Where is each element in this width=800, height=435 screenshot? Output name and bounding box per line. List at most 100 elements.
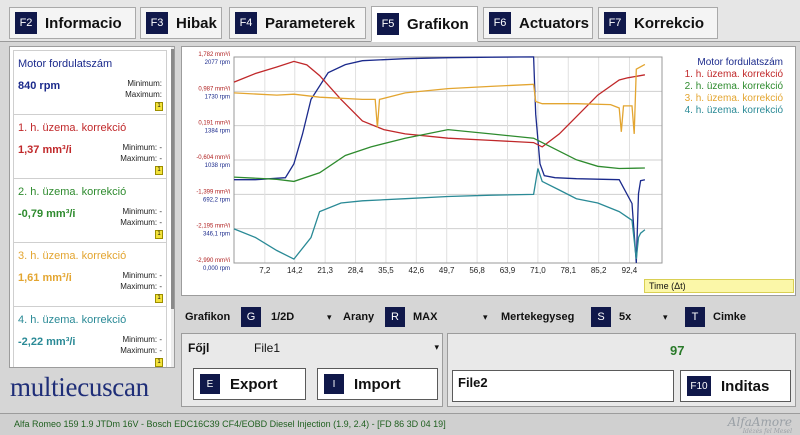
file2-input[interactable]: File2 <box>452 370 674 402</box>
legend-entry: 4. h. üzema. korrekció <box>684 105 783 116</box>
plot-area <box>233 56 663 264</box>
x-tick-label: 49,7 <box>439 266 455 275</box>
sensor-badge: 1 <box>155 358 163 367</box>
x-tick-label: 56,8 <box>469 266 485 275</box>
sensor-value: -2,22 mm³/i <box>18 336 76 348</box>
tab-label: Korrekcio <box>634 14 705 32</box>
sensor-list-scrollbar[interactable] <box>171 47 174 367</box>
sensor-name: 3. h. üzema. korrekció <box>18 250 127 262</box>
sensor-maximum: Maximum: <box>125 90 162 99</box>
series-line-4 <box>233 63 646 134</box>
y-tick-label-rpm: 346,1 rpm <box>203 232 230 238</box>
arany-dropdown-icon[interactable]: ▾ <box>483 312 488 322</box>
scrollbar-thumb[interactable] <box>171 49 174 309</box>
tab-grafikon[interactable]: F5 Grafikon <box>371 6 478 42</box>
grafikon-dropdown-icon[interactable]: ▾ <box>327 312 332 322</box>
mertekegyseg-dropdown-icon[interactable]: ▾ <box>663 312 668 322</box>
graph-controls: Grafikon G 1/2D ▾ Arany R MAX ▾ Mertekeg… <box>181 304 796 332</box>
sensor-value: 1,61 mm³/i <box>18 272 72 284</box>
grafikon-value[interactable]: 1/2D <box>271 311 295 323</box>
x-tick-label: 28,4 <box>348 266 364 275</box>
mertekegyseg-value[interactable]: 5x <box>619 311 632 323</box>
legend-entry: 2. h. üzema. korrekció <box>684 81 783 92</box>
inditas-button[interactable]: F10 Inditas <box>680 370 791 402</box>
tab-label: Parameterek <box>265 14 356 32</box>
sensor-value: 840 rpm <box>18 80 61 92</box>
tab-key: F5 <box>377 13 399 35</box>
watermark: AlfaAmore Idézés fel Mesel <box>728 416 792 435</box>
tab-key: F3 <box>146 12 168 34</box>
legend-entry: 3. h. üzema. korrekció <box>684 93 783 104</box>
tab-informacio[interactable]: F2 Informacio <box>9 7 136 39</box>
x-tick-label: 14,2 <box>287 266 303 275</box>
mertekegyseg-label: Mertekegyseg <box>501 311 575 323</box>
watermark-subtext: Idézés fel Mesel <box>742 428 792 435</box>
export-key: E <box>200 374 220 394</box>
inditas-key: F10 <box>687 376 711 396</box>
y-tick-label-rpm: 0,000 rpm <box>203 266 230 272</box>
x-tick-label: 71,0 <box>530 266 546 275</box>
y-tick-label-correction: 1,782 mm³/i <box>198 52 230 58</box>
inditas-label: Inditas <box>721 377 770 395</box>
sensor-card[interactable]: 2. h. üzema. korrekció -0,79 mm³/i Minim… <box>13 178 167 246</box>
x-tick-label: 78,1 <box>560 266 576 275</box>
y-tick-label-rpm: 1730 rpm <box>205 94 230 100</box>
x-tick-label: 35,5 <box>378 266 394 275</box>
sensor-value: -0,79 mm³/i <box>18 208 76 220</box>
tab-key: F7 <box>604 12 626 34</box>
sensor-card[interactable]: Motor fordulatszám 840 rpm Minimum: Maxi… <box>13 50 167 118</box>
series-line-1 <box>234 56 646 264</box>
file-dropdown-icon[interactable]: ▾ <box>434 342 439 352</box>
sensor-card[interactable]: 3. h. üzema. korrekció 1,61 mm³/i Minimu… <box>13 242 167 310</box>
x-tick-label: 92,4 <box>622 266 638 275</box>
y-tick-label-rpm: 692,2 rpm <box>203 197 230 203</box>
sensor-badge: 1 <box>155 166 163 175</box>
x-axis-label: Time (Δt) <box>644 279 794 293</box>
import-button[interactable]: I Import <box>317 368 438 400</box>
tab-hibak[interactable]: F3 Hibak <box>140 7 222 39</box>
x-tick-label: 21,3 <box>317 266 333 275</box>
mertekegyseg-key[interactable]: S <box>591 307 611 327</box>
arany-value[interactable]: MAX <box>413 311 438 323</box>
import-label: Import <box>354 375 401 393</box>
cimke-label[interactable]: Cimke <box>713 311 747 323</box>
sensor-maximum: Maximum: - <box>120 154 162 163</box>
y-tick-label-correction: -2,990 mm³/i <box>196 258 230 264</box>
cimke-key[interactable]: T <box>685 307 705 327</box>
x-tick-label: 7,2 <box>259 266 271 275</box>
tab-korrekcio[interactable]: F7 Korrekcio <box>598 7 718 39</box>
y-tick-label-rpm: 1038 rpm <box>205 163 230 169</box>
export-label: Export <box>230 375 278 393</box>
y-tick-label-correction: -1,399 mm³/i <box>196 189 230 195</box>
sensor-badge: 1 <box>155 230 163 239</box>
sensor-maximum: Maximum: - <box>120 346 162 355</box>
y-tick-label-rpm: 1384 rpm <box>205 129 230 135</box>
graph-panel: 1,782 mm³/i 2077 rpm 0,987 mm³/i 1730 rpm 0,… <box>181 46 796 296</box>
y-tick-label-correction: -0,604 mm³/i <box>196 155 230 161</box>
sensor-name: 1. h. üzema. korrekció <box>18 122 127 134</box>
app-logo: multiecuscan <box>10 372 149 402</box>
file-label: Főjl <box>188 341 210 355</box>
sensor-minimum: Minimum: - <box>122 271 162 280</box>
tab-label: Grafikon <box>407 15 469 33</box>
arany-key[interactable]: R <box>385 307 405 327</box>
start-panel: 97 File2 F10 Inditas <box>447 333 796 407</box>
grafikon-key[interactable]: G <box>241 307 261 327</box>
sensor-name: 2. h. üzema. korrekció <box>18 186 127 198</box>
tab-actuators[interactable]: F6 Actuators <box>483 7 593 39</box>
series-line-2 <box>233 60 646 148</box>
file-select[interactable]: File1 <box>254 341 281 355</box>
sensor-maximum: Maximum: - <box>120 218 162 227</box>
sensor-card[interactable]: 4. h. üzema. korrekció -2,22 mm³/i Minim… <box>13 306 167 367</box>
x-tick-label: 42,6 <box>409 266 425 275</box>
y-tick-label-rpm: 2077 rpm <box>205 60 230 66</box>
import-key: I <box>324 374 344 394</box>
sensor-value: 1,37 mm³/i <box>18 144 72 156</box>
export-button[interactable]: E Export <box>193 368 306 400</box>
tab-parameterek[interactable]: F4 Parameterek <box>229 7 366 39</box>
sensor-minimum: Minimum: <box>127 79 162 88</box>
tab-key: F4 <box>235 12 257 34</box>
arany-label: Arany <box>343 311 375 323</box>
sensor-card[interactable]: 1. h. üzema. korrekció 1,37 mm³/i Minimu… <box>13 114 167 182</box>
series-line-5 <box>233 168 646 260</box>
